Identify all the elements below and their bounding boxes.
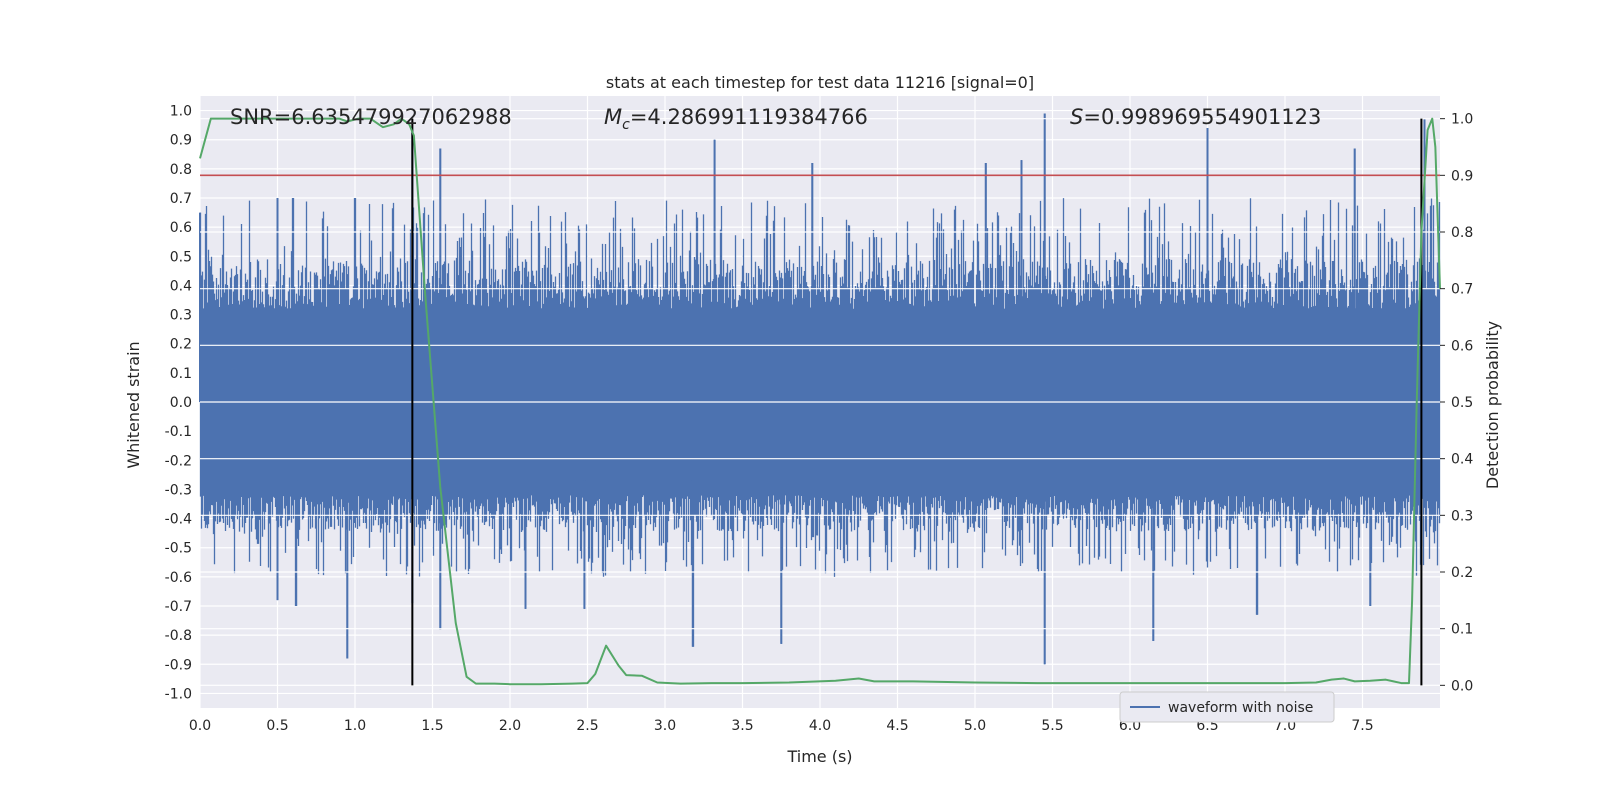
y2-tick-label: 0.7	[1451, 282, 1473, 298]
x-axis-label: Time (s)	[786, 747, 852, 766]
y-tick-label: -0.3	[165, 482, 192, 498]
x-tick-label: 2.0	[499, 718, 521, 734]
x-tick-label: 5.5	[1041, 718, 1063, 734]
chirp-mass-value: =4.286991119384766	[630, 105, 868, 129]
axis-ticks: 0.0 0.5 1.0 1.5 2.0 2.5 3.0 3.5 4.0 4.5 5.0 5.5 6.0 6…	[165, 104, 1474, 734]
chirp-mass-symbol: M	[604, 105, 622, 129]
y2-tick-label: 0.5	[1451, 395, 1473, 411]
x-tick-label: 3.5	[731, 718, 753, 734]
y-tick-label: 0.6	[170, 220, 192, 236]
y-tick-label: 0.5	[170, 249, 192, 265]
y-tick-label: -0.2	[165, 453, 192, 469]
y-tick-label: 0.8	[170, 162, 192, 178]
chirp-mass-subscript: c	[622, 117, 630, 133]
y-tick-label: 0.0	[170, 395, 192, 411]
x-tick-label: 2.5	[576, 718, 598, 734]
legend-label: waveform with noise	[1168, 700, 1313, 716]
y2-tick-label: 1.0	[1451, 112, 1473, 128]
y-tick-label: 0.4	[170, 278, 192, 294]
x-tick-label: 3.0	[654, 718, 676, 734]
legend: waveform with noise	[1119, 691, 1335, 723]
x-tick-label: 4.5	[886, 718, 908, 734]
strain-series	[199, 113, 1441, 665]
y2-tick-label: 0.0	[1451, 678, 1473, 694]
legend-box	[1119, 691, 1335, 723]
y2-tick-label: 0.1	[1451, 622, 1473, 638]
strain-band-core	[200, 332, 1440, 481]
y-tick-label: 1.0	[170, 104, 192, 120]
y-tick-label: -0.6	[165, 570, 192, 586]
y2-tick-label: 0.2	[1451, 565, 1473, 581]
grid-overlay	[200, 118, 1440, 686]
x-tick-label: 5.0	[964, 718, 986, 734]
y-tick-label: 0.2	[170, 337, 192, 353]
y-tick-label: -0.4	[165, 512, 192, 528]
y-tick-label: -0.7	[165, 599, 192, 615]
y-tick-label: 0.9	[170, 133, 192, 149]
overlays	[199, 117, 1441, 686]
y-tick-label: -0.1	[165, 424, 192, 440]
x-tick-label: 4.0	[809, 718, 831, 734]
y2-tick-label: 0.3	[1451, 508, 1473, 524]
y-tick-label: 0.1	[170, 366, 192, 382]
x-tick-label: 1.0	[344, 718, 366, 734]
y-tick-label: -0.9	[165, 657, 192, 673]
y2-tick-label: 0.9	[1451, 168, 1473, 184]
y-tick-label: -0.5	[165, 541, 192, 557]
y-tick-label: -1.0	[165, 686, 192, 702]
s-annotation: S=0.998969554901123	[1070, 105, 1321, 129]
x-tick-label: 0.0	[189, 718, 211, 734]
snr-annotation: SNR=6.635479927062988	[230, 105, 512, 129]
y2-tick-label: 0.6	[1451, 338, 1473, 354]
y-tick-label: 0.3	[170, 308, 192, 324]
y-tick-label: -0.8	[165, 628, 192, 644]
x-tick-label: 7.5	[1351, 718, 1373, 734]
x-tick-label: 0.5	[266, 718, 288, 734]
s-value: =0.998969554901123	[1083, 105, 1321, 129]
y-axis-label: Whitened strain	[124, 341, 143, 468]
y2-tick-label: 0.8	[1451, 225, 1473, 241]
y-tick-label: 0.7	[170, 191, 192, 207]
s-symbol: S	[1070, 105, 1083, 129]
y2-axis-label: Detection probability	[1483, 321, 1502, 489]
chart-title: stats at each timestep for test data 112…	[606, 73, 1034, 92]
y2-tick-label: 0.4	[1451, 452, 1473, 468]
probability-curve	[199, 117, 1441, 686]
chirp-mass-annotation: Mc=4.286991119384766	[604, 105, 868, 133]
x-tick-label: 1.5	[421, 718, 443, 734]
